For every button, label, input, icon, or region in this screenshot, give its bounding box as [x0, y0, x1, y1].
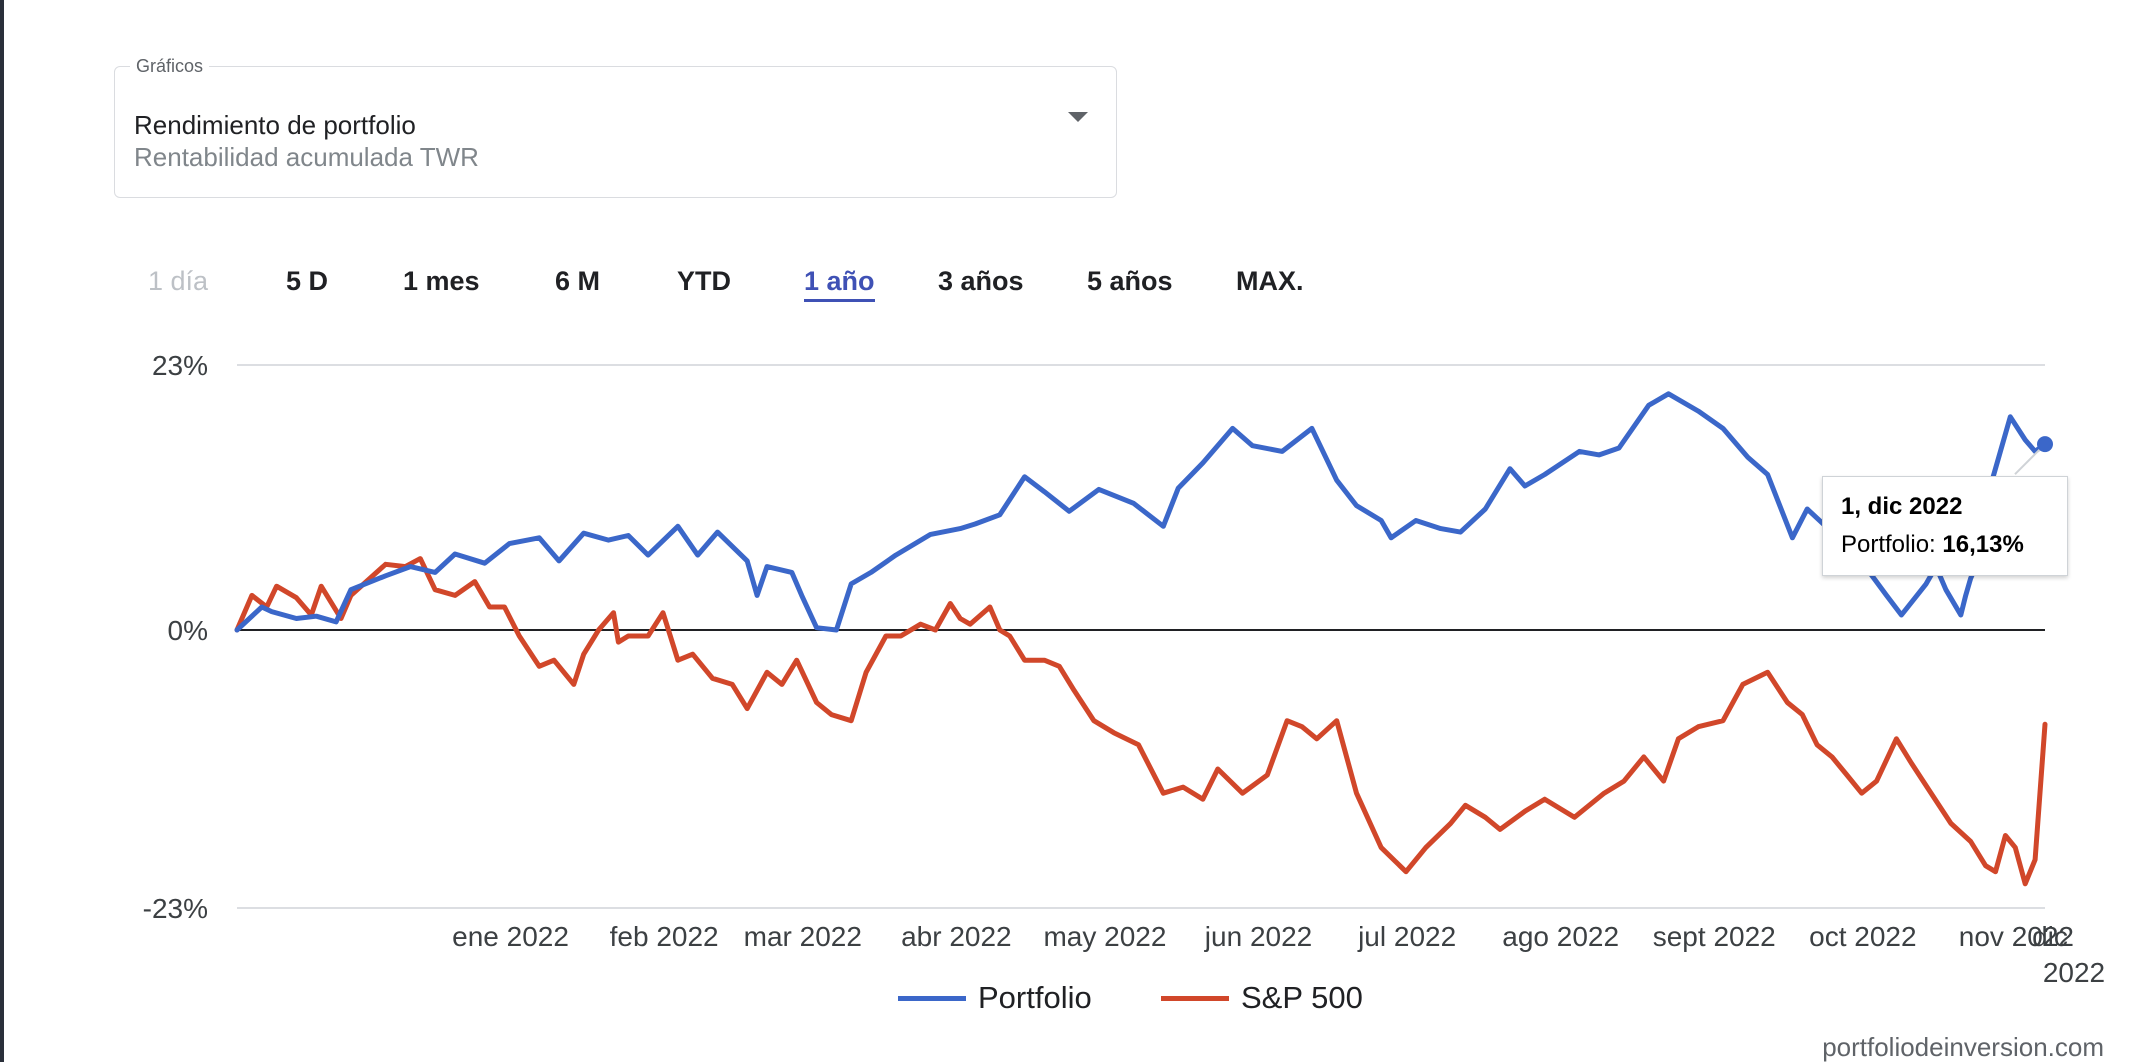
x-tick-label: sept 2022 [1653, 921, 1776, 952]
x-tick-label: may 2022 [1043, 921, 1166, 952]
tab-6m[interactable]: 6 M [555, 266, 601, 296]
x-tick-label: ago 2022 [1502, 921, 1619, 952]
series-line-sp500 [234, 556, 2048, 887]
tab-5-anos[interactable]: 5 años [1087, 266, 1173, 296]
x-tick-label: jul 2022 [1357, 921, 1456, 952]
tab-ytd[interactable]: YTD [677, 266, 731, 296]
tooltip-series-label: Portfolio: [1841, 531, 1936, 558]
select-value-subtitle: Rentabilidad acumulada TWR [134, 142, 479, 172]
chart-tooltip: 1, dic 2022 Portfolio: 16,13% [1822, 476, 2068, 576]
select-label: Gráficos [130, 56, 210, 77]
legend-label-portfolio: Portfolio [978, 980, 1092, 1015]
x-tick-label: oct 2022 [1809, 921, 1916, 952]
select-value-title: Rendimiento de portfolio [134, 110, 416, 140]
tab-1-mes[interactable]: 1 mes [403, 266, 480, 296]
tab-3-anos[interactable]: 3 años [938, 266, 1024, 296]
tooltip-connector [2014, 447, 2042, 475]
tooltip-value: 16,13% [1942, 531, 2024, 558]
x-tick-label: dic [2032, 921, 2068, 952]
series-line-portfolio [234, 391, 2048, 633]
legend-swatch-portfolio [898, 995, 966, 1001]
chart-type-select[interactable] [114, 66, 1117, 198]
x-tick-label: 2022 [2043, 957, 2105, 988]
x-tick-label: feb 2022 [610, 921, 719, 952]
x-tick-label: abr 2022 [901, 921, 1012, 952]
tooltip-date: 1, dic 2022 [1841, 493, 1963, 520]
hover-point-portfolio [2037, 436, 2053, 453]
range-tabs: 1 día 5 D 1 mes 6 M YTD 1 año 3 años 5 a… [0, 266, 1400, 310]
y-tick-label: 23% [152, 350, 208, 381]
x-tick-label: mar 2022 [744, 921, 862, 952]
legend-label-sp500: S&P 500 [1241, 980, 1363, 1015]
x-tick-label: ene 2022 [452, 921, 569, 952]
chart-legend: Portfolio S&P 500 [0, 980, 1400, 1020]
dropdown-arrow-icon[interactable] [1068, 112, 1088, 122]
legend-item-portfolio[interactable]: Portfolio [898, 980, 1092, 1016]
x-tick-label: jun 2022 [1204, 921, 1312, 952]
footer-site: portfoliodeinversion.com [1822, 1032, 2104, 1062]
legend-item-sp500[interactable]: S&P 500 [1161, 980, 1363, 1016]
tab-1-dia[interactable]: 1 día [148, 266, 209, 296]
legend-swatch-sp500 [1161, 995, 1229, 1001]
y-tick-label: 0% [168, 615, 208, 646]
window-left-edge [0, 0, 4, 1062]
tooltip-row: Portfolio: 16,13% [1841, 531, 2049, 559]
performance-chart[interactable]: 23% 0% -23% ene 2022 feb 2022 mar 2022 abr 202… [0, 330, 2138, 990]
tab-max[interactable]: MAX. [1236, 266, 1304, 296]
tab-5d[interactable]: 5 D [286, 266, 329, 296]
x-tick-label: nov 2022 [1959, 921, 2074, 952]
y-tick-label: -23% [143, 893, 208, 924]
tab-1-ano[interactable]: 1 año [804, 266, 875, 302]
